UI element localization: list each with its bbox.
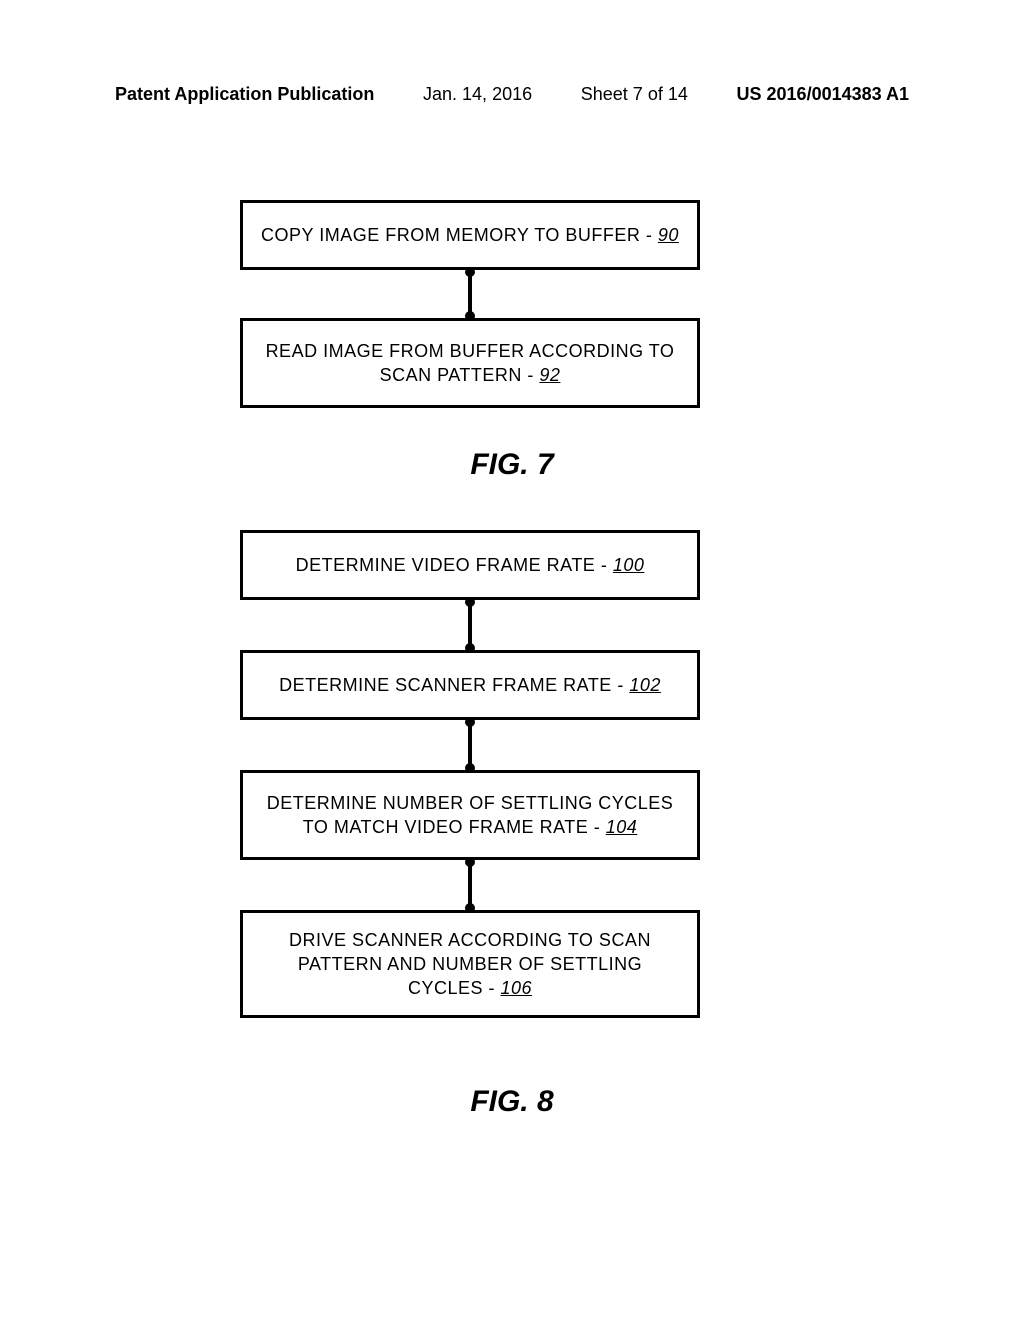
fig7-box-0-label: COPY IMAGE FROM MEMORY TO BUFFER - bbox=[261, 225, 658, 245]
fig7-box-1-label: READ IMAGE FROM BUFFER ACCORDING TO SCAN… bbox=[266, 341, 675, 385]
fig8-box-2-ref: 104 bbox=[606, 817, 638, 837]
fig8-box-3-text: DRIVE SCANNER ACCORDING TO SCAN PATTERN … bbox=[261, 928, 679, 1001]
fig8-box-0-label: DETERMINE VIDEO FRAME RATE - bbox=[296, 555, 613, 575]
page-header: Patent Application Publication Jan. 14, … bbox=[0, 84, 1024, 105]
fig8-box-0-text: DETERMINE VIDEO FRAME RATE - 100 bbox=[296, 553, 645, 577]
fig7-box-1-ref: 92 bbox=[539, 365, 560, 385]
fig8-box-1-ref: 102 bbox=[629, 675, 661, 695]
header-pubtype: Patent Application Publication bbox=[115, 84, 374, 105]
fig8-dot-1a bbox=[465, 717, 475, 727]
header-docnum: US 2016/0014383 A1 bbox=[737, 84, 909, 105]
fig8-box-2-text: DETERMINE NUMBER OF SETTLING CYCLES TO M… bbox=[261, 791, 679, 840]
fig8-box-1: DETERMINE SCANNER FRAME RATE - 102 bbox=[240, 650, 700, 720]
fig8-caption: FIG. 8 bbox=[0, 1085, 1024, 1119]
fig8-box-3-label: DRIVE SCANNER ACCORDING TO SCAN PATTERN … bbox=[289, 930, 651, 999]
fig7-caption: FIG. 7 bbox=[0, 448, 1024, 482]
fig7-box-1: READ IMAGE FROM BUFFER ACCORDING TO SCAN… bbox=[240, 318, 700, 408]
fig8-box-2: DETERMINE NUMBER OF SETTLING CYCLES TO M… bbox=[240, 770, 700, 860]
fig8-dot-0a bbox=[465, 597, 475, 607]
fig8-box-3: DRIVE SCANNER ACCORDING TO SCAN PATTERN … bbox=[240, 910, 700, 1018]
fig8-box-1-label: DETERMINE SCANNER FRAME RATE - bbox=[279, 675, 629, 695]
fig7-box-0-text: COPY IMAGE FROM MEMORY TO BUFFER - 90 bbox=[261, 223, 679, 247]
fig8-box-3-ref: 106 bbox=[500, 978, 532, 998]
fig8-box-0: DETERMINE VIDEO FRAME RATE - 100 bbox=[240, 530, 700, 600]
fig8-box-1-text: DETERMINE SCANNER FRAME RATE - 102 bbox=[279, 673, 661, 697]
header-date: Jan. 14, 2016 bbox=[423, 84, 532, 105]
fig7-box-0-ref: 90 bbox=[658, 225, 679, 245]
fig8-box-0-ref: 100 bbox=[613, 555, 645, 575]
fig7-box-0: COPY IMAGE FROM MEMORY TO BUFFER - 90 bbox=[240, 200, 700, 270]
fig7-dot-0a bbox=[465, 267, 475, 277]
header-sheet: Sheet 7 of 14 bbox=[581, 84, 688, 105]
fig8-dot-2a bbox=[465, 857, 475, 867]
fig7-box-1-text: READ IMAGE FROM BUFFER ACCORDING TO SCAN… bbox=[261, 339, 679, 388]
